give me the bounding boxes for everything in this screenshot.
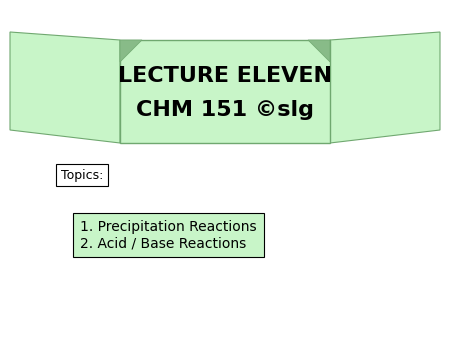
Text: LECTURE ELEVEN: LECTURE ELEVEN — [118, 67, 332, 87]
Polygon shape — [10, 32, 120, 143]
Polygon shape — [330, 32, 440, 143]
Text: 1. Precipitation Reactions
2. Acid / Base Reactions: 1. Precipitation Reactions 2. Acid / Bas… — [80, 220, 256, 250]
Polygon shape — [120, 40, 142, 62]
FancyBboxPatch shape — [120, 40, 330, 143]
Text: Topics:: Topics: — [61, 169, 103, 182]
Text: CHM 151 ©slg: CHM 151 ©slg — [136, 99, 314, 120]
Polygon shape — [308, 40, 330, 62]
